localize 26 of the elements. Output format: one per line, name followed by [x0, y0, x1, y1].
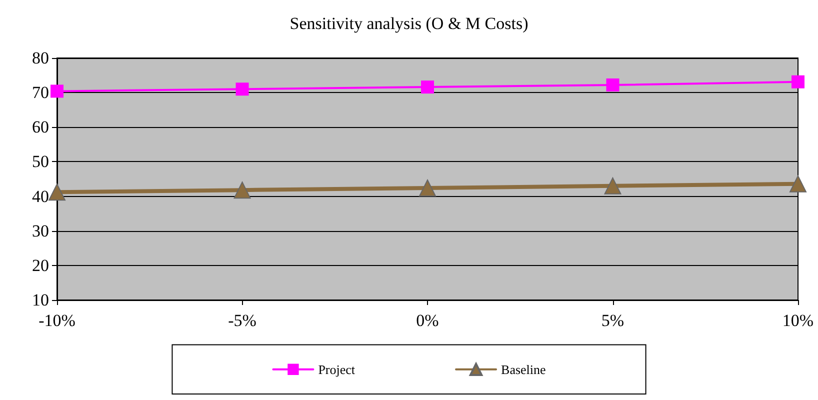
y-tick-label: 50 — [32, 152, 49, 172]
point — [236, 82, 249, 96]
y-tick-label: 60 — [32, 118, 49, 137]
point — [419, 179, 436, 196]
x-tick-label: 10% — [782, 311, 814, 330]
point — [50, 84, 64, 98]
point — [604, 177, 622, 194]
x-tick-label: -10% — [38, 311, 76, 330]
point — [421, 80, 434, 94]
y-tick-label: 70 — [32, 83, 49, 102]
y-tick-label: 10 — [32, 290, 49, 310]
x-tick-label: -5% — [228, 311, 256, 330]
y-tick-label: 20 — [32, 256, 49, 275]
point — [606, 78, 620, 92]
point — [790, 175, 806, 192]
point — [234, 182, 251, 199]
y-tick-label: 40 — [32, 186, 49, 206]
legend-label: Project — [318, 362, 356, 377]
y-tick-label: 30 — [32, 221, 49, 240]
x-tick-label: 0% — [416, 311, 439, 330]
point — [48, 184, 66, 201]
legend-label: Baseline — [501, 362, 546, 377]
x-tick-label: 5% — [601, 311, 624, 330]
point — [792, 75, 804, 88]
y-tick-label: 80 — [32, 48, 49, 68]
chart-title: Sensitivity analysis (O & M Costs) — [290, 14, 528, 33]
